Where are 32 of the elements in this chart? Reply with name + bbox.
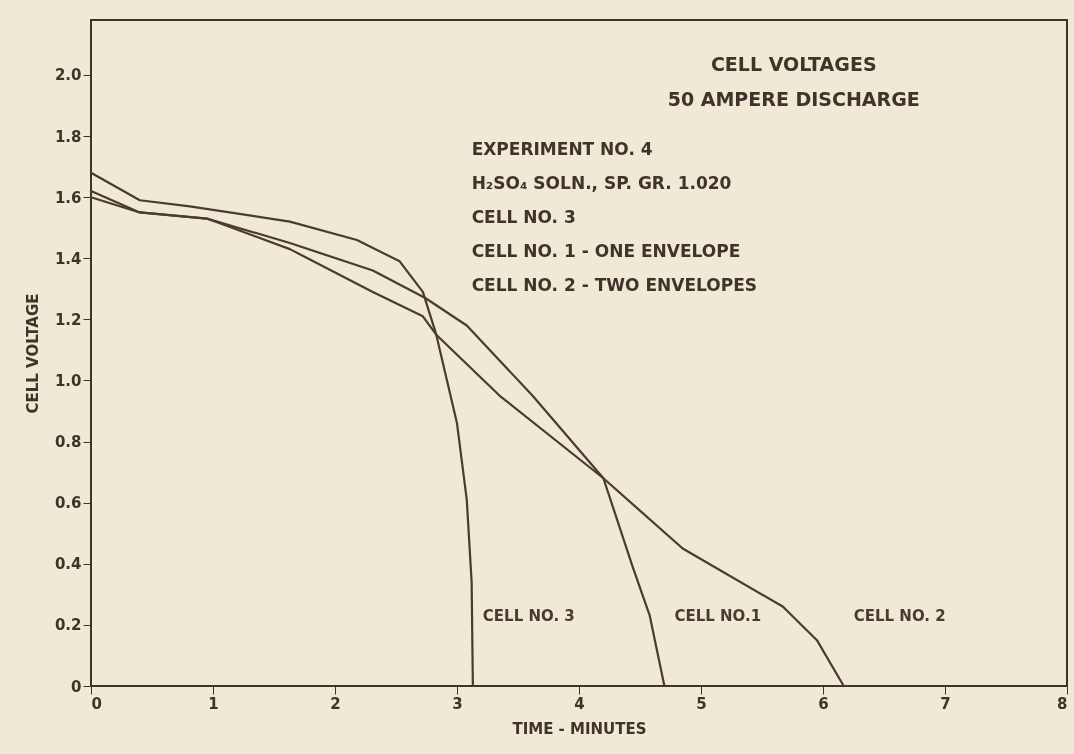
x-tick-label: 8 [1057,694,1068,713]
annotation: CELL NO. 2 - TWO ENVELOPES [471,275,758,295]
text: CELL NO. 2 [853,607,946,625]
x-tick-label: 3 [452,694,463,713]
y-tick-label: 0.8 [54,433,82,452]
y-tick-label: 1.6 [54,188,82,207]
x-tick-label: 5 [696,694,707,713]
annotation: CELL NO. 3 [471,207,576,227]
series-label: CELL NO. 3 [482,607,575,625]
y-tick-label: 1.0 [54,372,82,390]
y-tick-label: 0 [71,677,82,696]
x-tick-label: 7 [940,694,951,713]
text: 50 AMPERE DISCHARGE [667,88,920,110]
y-tick-label: 1.2 [54,310,82,329]
annotation: H₂SO₄ SOLN., SP. GR. 1.020 [471,173,732,193]
annotation: CELL NO. 1 - ONE ENVELOPE [471,241,741,261]
y-tick-label: 1.4 [54,249,82,268]
x-axis-title: TIME - MINUTES [512,719,647,738]
x-tick-label: 0 [91,694,102,713]
y-tick-label: 2.0 [54,66,82,85]
x-tick-label: 4 [574,694,585,713]
y-tick-label: 0.2 [54,616,82,635]
x-tick-label: 2 [330,694,341,713]
series-label: CELL NO.1 [674,607,762,625]
x-tick-label: 6 [818,694,829,713]
y-axis-title: CELL VOLTAGE [23,293,42,414]
y-tick-label: 0.4 [54,555,82,574]
annotation: EXPERIMENT NO. 4 [471,139,653,159]
y-tick-label: 1.8 [54,127,82,146]
text: CELL VOLTAGES [710,53,877,75]
y-tick-label: 0.6 [54,494,82,513]
x-tick-label: 1 [208,694,219,713]
